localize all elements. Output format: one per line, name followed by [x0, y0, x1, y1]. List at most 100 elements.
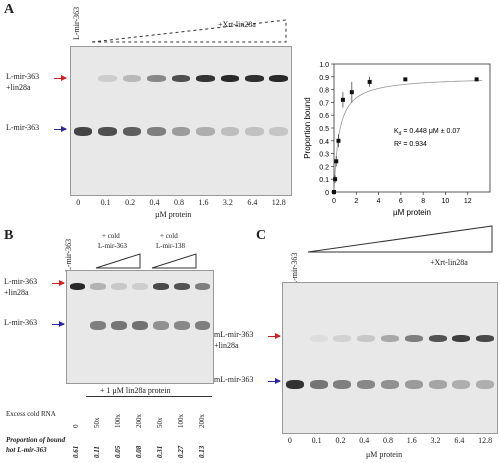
panel-b-cold1-line2: L-mir-363: [98, 242, 128, 250]
bound-band: [220, 75, 240, 82]
x-tick-label: 10: [442, 198, 450, 205]
bound-band: [194, 283, 211, 290]
lane-label: 1.6: [198, 198, 209, 207]
y-tick-label: 0.1: [319, 177, 329, 184]
bound-band: [90, 283, 107, 290]
excess-value: 100x: [114, 414, 123, 428]
proportion-value: 0.11: [93, 446, 102, 458]
proportion-value: 0.05: [114, 445, 123, 458]
free-band: [147, 127, 166, 136]
x-tick-label: 8: [421, 198, 425, 205]
data-point: [403, 77, 408, 82]
lane-label: 0.1: [100, 198, 111, 207]
free-band: [452, 380, 471, 389]
free-band: [152, 321, 169, 330]
free-band: [428, 380, 447, 389]
y-tick-label: 0: [325, 190, 329, 197]
bound-band: [476, 335, 495, 342]
free-band: [196, 127, 215, 136]
bound-band: [245, 75, 264, 82]
excess-value: 200x: [135, 414, 143, 428]
excess-value: 50x: [155, 417, 164, 429]
data-point: [334, 159, 339, 164]
x-tick-label: 4: [377, 198, 381, 205]
bound-band: [452, 335, 471, 342]
free-band: [111, 321, 128, 330]
free-band: [194, 321, 211, 330]
free-band: [173, 321, 190, 330]
panel-c-gradient-wedge: [307, 225, 493, 253]
free-band: [333, 380, 352, 389]
panel-a-complex-arrow: [54, 75, 67, 81]
panel-b-proportion-label-1: Proportion of bound: [6, 436, 66, 444]
bound-band: [309, 335, 328, 342]
bound-band: [173, 283, 190, 290]
bound-band: [147, 75, 166, 82]
bound-band: [98, 75, 117, 82]
kd-annotation: Kd = 0.448 μM ± 0.07: [394, 128, 460, 137]
lane-label: 3.2: [222, 198, 233, 207]
proportion-value: 0.13: [197, 445, 206, 458]
free-band: [404, 380, 423, 389]
bound-band: [122, 75, 142, 82]
panel-b-letter: B: [4, 228, 14, 243]
lane-label: 3.2: [430, 436, 441, 445]
x-tick-label: 12: [464, 198, 472, 205]
panel-b-protein-label: + 1 μM lin28a protein: [100, 386, 171, 395]
panel-b-excess-label: Excess cold RNA: [6, 410, 56, 418]
panel-a-free-arrow: [54, 126, 67, 132]
y-tick-label: 0.7: [319, 100, 329, 107]
bound-band: [74, 75, 93, 82]
panel-a-lane-header: L-mir-363: [72, 6, 81, 40]
excess-value: 200x: [197, 414, 206, 428]
free-band: [98, 127, 117, 136]
excess-value: 0: [72, 424, 81, 429]
x-tick-label: 0: [332, 198, 336, 205]
lane-label: 12.8: [271, 198, 286, 207]
excess-value: 100x: [176, 414, 185, 428]
panel-c-complex-label-1: mL-mir-363: [214, 330, 254, 339]
bound-band: [132, 283, 148, 290]
fit-curve: [333, 80, 483, 193]
y-tick-label: 0.9: [319, 75, 329, 82]
excess-value: 50x: [93, 417, 102, 429]
bound-band: [196, 75, 215, 82]
free-band: [90, 321, 107, 330]
data-point: [340, 97, 345, 102]
free-band: [269, 127, 289, 136]
bound-band: [380, 335, 400, 342]
panel-b-proportion-label-2: hot L-mir-363: [6, 446, 47, 454]
bound-band: [333, 335, 352, 342]
panel-c-free-label: mL-mir-363: [214, 375, 254, 384]
data-point: [367, 79, 372, 84]
panel-a-xlabel: µM protein: [155, 210, 192, 219]
panel-a-complex-label-2: +lin28a: [6, 83, 31, 92]
lane-label: 0.4: [149, 198, 160, 207]
panel-b-cold1-wedge: [95, 253, 141, 269]
panel-a-gradient-wedge: [91, 19, 287, 43]
panel-c-complex-arrow: [268, 333, 281, 339]
y-tick-label: 0.5: [319, 126, 329, 133]
lane-label: 0.4: [359, 436, 370, 445]
panel-b-complex-arrow: [52, 280, 65, 286]
y-axis-label: Proportion bound: [303, 97, 312, 158]
free-band: [171, 127, 191, 136]
lane-label: 0: [76, 198, 81, 207]
panel-a-free-label: L-mir-363: [6, 123, 40, 132]
lane-label: 6.4: [247, 198, 258, 207]
lane-label: 12.8: [478, 436, 493, 445]
bound-band: [111, 283, 128, 290]
panel-c-treatment-label: +Xrt-lin28a: [430, 258, 468, 267]
panel-a-treatment-label: +Xrt-lin28a: [218, 20, 256, 29]
y-tick-label: 0.4: [319, 139, 329, 146]
proportion-value: 0.27: [176, 445, 185, 458]
free-band: [70, 321, 86, 330]
bound-band: [428, 335, 447, 342]
lane-label: 6.4: [454, 436, 465, 445]
y-tick-label: 0.2: [319, 164, 329, 171]
free-band: [309, 380, 328, 389]
data-point: [474, 77, 479, 82]
data-point: [349, 90, 354, 95]
data-point: [333, 177, 338, 182]
panel-a-binding-chart: 0 0.1 0.2 0.3 0.4 0.5 0.6 0.7 0.8 0.9 1.0 0 2 4 6 8 10 12…: [303, 62, 491, 217]
